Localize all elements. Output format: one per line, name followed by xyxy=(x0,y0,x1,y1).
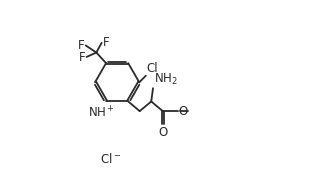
Text: O: O xyxy=(158,126,167,139)
Text: O: O xyxy=(178,105,187,118)
Text: Cl$^-$: Cl$^-$ xyxy=(100,152,122,166)
Text: NH$_2$: NH$_2$ xyxy=(154,72,178,87)
Text: F: F xyxy=(102,36,109,49)
Text: F: F xyxy=(78,39,85,52)
Text: F: F xyxy=(79,51,86,64)
Text: Cl: Cl xyxy=(147,62,158,75)
Text: NH$^+$: NH$^+$ xyxy=(88,105,115,120)
